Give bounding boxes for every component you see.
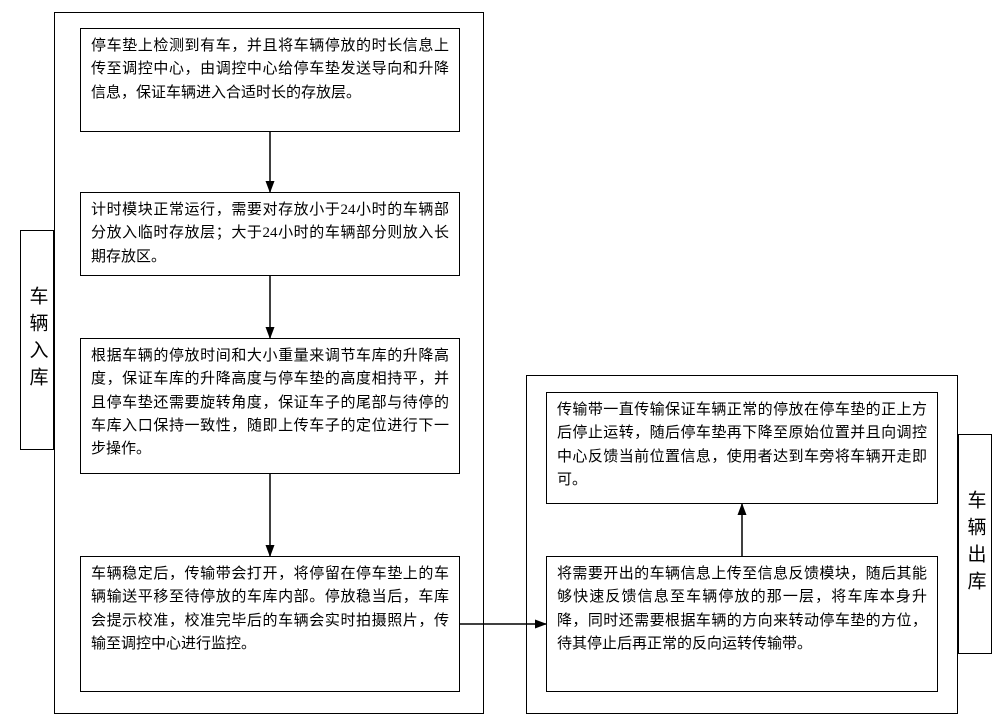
group-out-label-text: 车辆出库 <box>962 490 989 598</box>
diagram-canvas: 车辆入库 车辆出库 停车垫上检测到有车，并且将车辆停放的时长信息上传至调控中心，… <box>0 0 1000 725</box>
group-in-label: 车辆入库 <box>20 230 54 450</box>
node-n3: 根据车辆的停放时间和大小重量来调节车库的升降高度，保证车库的升降高度与停车垫的高… <box>80 338 460 474</box>
group-in-label-text: 车辆入库 <box>24 286 51 394</box>
node-n1: 停车垫上检测到有车，并且将车辆停放的时长信息上传至调控中心，由调控中心给停车垫发… <box>80 28 460 132</box>
group-out-label: 车辆出库 <box>958 434 992 654</box>
node-n2: 计时模块正常运行，需要对存放小于24小时的车辆部分放入临时存放层；大于24小时的… <box>80 192 460 276</box>
node-n4: 车辆稳定后，传输带会打开，将停留在停车垫上的车辆输送平移至待停放的车库内部。停放… <box>80 556 460 692</box>
node-n6: 传输带一直传输保证车辆正常的停放在停车垫的正上方后停止运转，随后停车垫再下降至原… <box>546 392 938 504</box>
node-n5: 将需要开出的车辆信息上传至信息反馈模块，随后其能够快速反馈信息至车辆停放的那一层… <box>546 556 938 692</box>
